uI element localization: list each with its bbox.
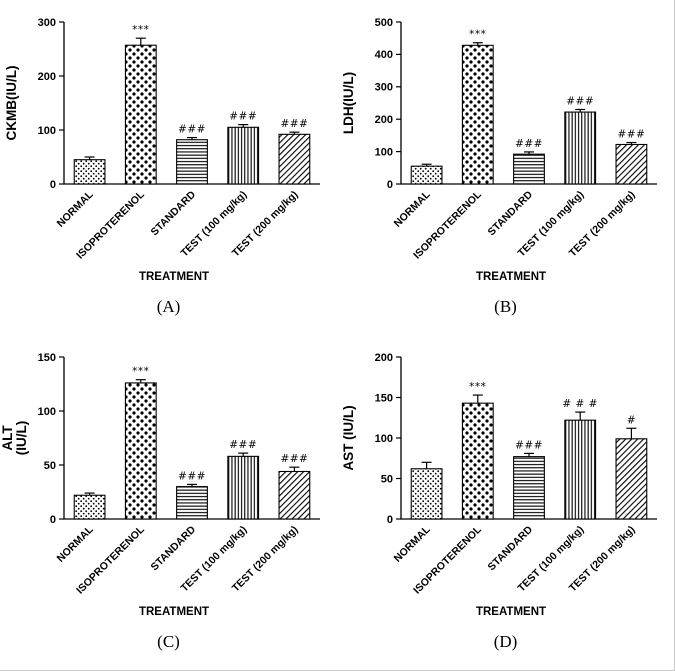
bar xyxy=(227,126,260,185)
chart-panel-d: 0 50 100 150 200 AST (IU/L) NORMAL *** ISOPROTER… xyxy=(337,335,674,670)
y-tick-label: 150 xyxy=(38,352,56,364)
bar xyxy=(278,133,311,185)
bar xyxy=(176,139,208,185)
y-tick-label: 0 xyxy=(50,514,56,526)
y-tick-label: 50 xyxy=(381,473,393,485)
bar xyxy=(73,159,106,185)
y-tick-label: 0 xyxy=(387,514,393,526)
x-axis-label: TREATMENT xyxy=(476,271,546,283)
chart-panel-a: 0 100 200 300 CKMB(IU/L) NORMAL *** ISOPROTEREN… xyxy=(0,0,337,335)
x-axis-label: TREATMENT xyxy=(476,606,546,618)
y-tick-label: 300 xyxy=(38,17,56,29)
significance-label: *** xyxy=(469,381,486,393)
significance-label: ### xyxy=(178,124,206,136)
panel-caption-b: (B) xyxy=(494,297,517,316)
y-axis-label: LDH(IU/L) xyxy=(341,72,356,134)
y-tick-label: 100 xyxy=(38,406,56,418)
chart-a-canvas: 0100200300CKMB(IU/L)NORMAL***ISOPROTEREN… xyxy=(4,17,320,283)
y-tick-label: 100 xyxy=(38,125,56,137)
bar xyxy=(461,402,494,520)
y-axis-label: (IU/L) xyxy=(14,421,29,456)
y-axis-label: ALT xyxy=(0,425,15,451)
y-tick-label: 300 xyxy=(375,82,393,94)
bar xyxy=(564,111,597,185)
bar xyxy=(564,419,597,520)
significance-label: ### xyxy=(280,453,308,465)
significance-label: ### xyxy=(515,138,543,150)
chart-panel-c: 0 50 100 150 ALT (IU/L) NORMAL *** ISOPROTERENOL… xyxy=(0,335,337,670)
x-axis-label: TREATMENT xyxy=(139,271,209,283)
bar xyxy=(513,153,545,185)
y-tick-label: 400 xyxy=(375,49,393,61)
x-tick-label: STANDARD xyxy=(149,188,199,238)
y-tick-label: 200 xyxy=(38,71,56,83)
bar xyxy=(73,494,106,520)
x-axis-label: TREATMENT xyxy=(139,606,209,618)
chart-panel-b: 0 100 200 300 400 500 LDH(IU/L) NORMAL *** ISOPRO… xyxy=(337,0,674,335)
panel-caption-d: (D) xyxy=(493,632,518,651)
significance-label: # # # xyxy=(562,398,598,410)
bar xyxy=(124,382,157,520)
significance-label: *** xyxy=(469,29,486,41)
y-tick-label: 50 xyxy=(44,460,56,472)
y-tick-label: 150 xyxy=(375,392,393,404)
chart-b-canvas: 0100200300400500LDH(IU/L)NORMAL***ISOPRO… xyxy=(341,17,657,283)
y-tick-label: 200 xyxy=(375,114,393,126)
y-tick-label: 0 xyxy=(50,179,56,191)
bar xyxy=(513,456,545,520)
y-tick-label: 100 xyxy=(375,433,393,445)
y-tick-label: 0 xyxy=(387,179,393,191)
significance-label: ### xyxy=(229,439,257,451)
significance-label: *** xyxy=(132,24,149,36)
bar xyxy=(176,486,208,520)
panel-caption-c: (C) xyxy=(157,632,180,651)
y-tick-label: 100 xyxy=(375,146,393,158)
significance-label: ### xyxy=(566,95,594,107)
y-axis-label: CKMB(IU/L) xyxy=(4,66,19,141)
bar xyxy=(615,143,648,185)
bar xyxy=(278,470,311,520)
panel-caption-a: (A) xyxy=(156,297,181,316)
significance-label: ### xyxy=(617,129,645,141)
significance-label: ### xyxy=(178,470,206,482)
significance-label: ### xyxy=(280,118,308,130)
x-tick-label: NORMAL xyxy=(392,523,433,564)
bar xyxy=(615,438,648,520)
bar xyxy=(124,44,157,185)
bar xyxy=(410,468,443,520)
x-tick-label: STANDARD xyxy=(149,523,199,573)
y-axis-label: AST (IU/L) xyxy=(341,405,356,470)
y-tick-label: 200 xyxy=(375,352,393,364)
x-tick-label: NORMAL xyxy=(392,188,433,229)
significance-label: ### xyxy=(515,439,543,451)
x-tick-label: NORMAL xyxy=(55,523,96,564)
bar xyxy=(410,165,443,185)
significance-label: *** xyxy=(132,366,149,378)
x-tick-label: NORMAL xyxy=(55,188,96,229)
significance-label: ### xyxy=(229,111,257,123)
bar xyxy=(461,44,494,185)
x-tick-label: STANDARD xyxy=(486,188,536,238)
y-tick-label: 500 xyxy=(375,17,393,29)
significance-label: # xyxy=(627,414,636,426)
bar xyxy=(227,455,260,520)
x-tick-label: STANDARD xyxy=(486,523,536,573)
